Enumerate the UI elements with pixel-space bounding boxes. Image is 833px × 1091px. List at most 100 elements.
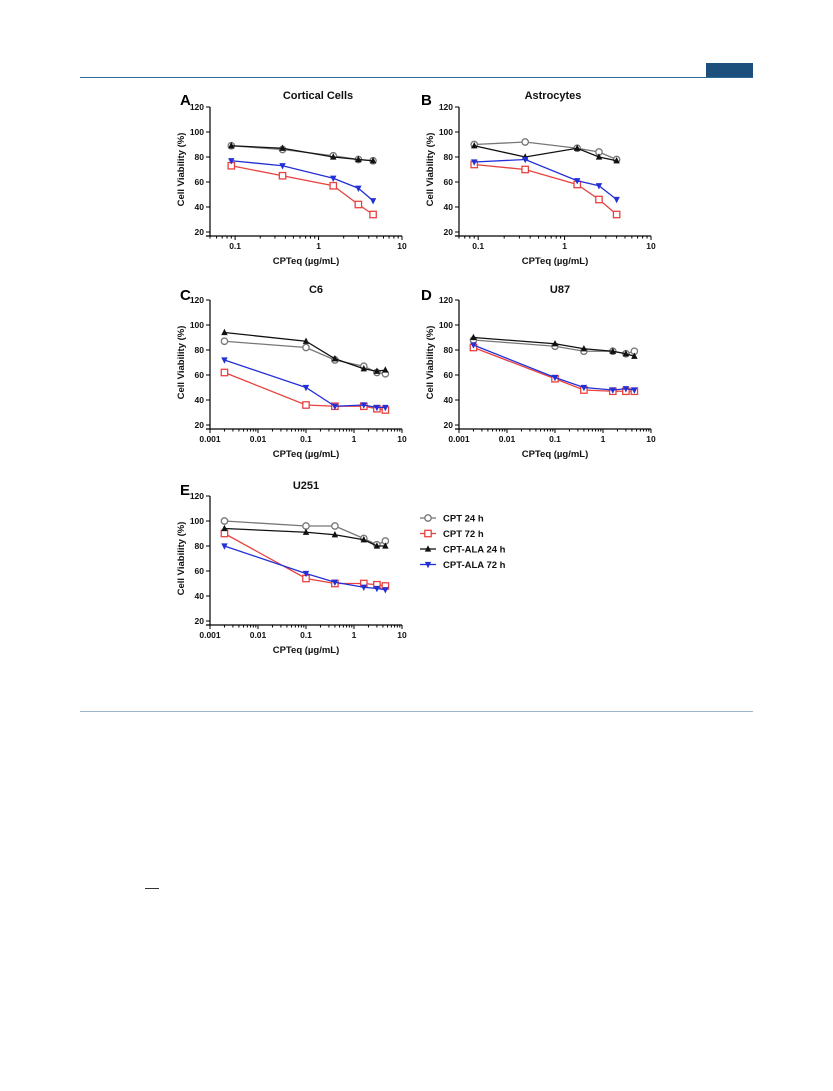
data-point — [521, 165, 530, 174]
y-tick-label: 120 — [439, 102, 453, 112]
series-line — [231, 160, 374, 202]
legend: CPT 24 h CPT 72 h CPT-ALA 24 h CPT-ALA 72 h — [420, 514, 506, 571]
data-point — [302, 384, 310, 392]
y-tick-label: 40 — [195, 395, 205, 405]
chart-panel-e: E U251 20 40 60 80 100 120 0.001 0.01 0.1 1 10 CPTeq … — [176, 480, 407, 656]
y-axis-label: Cell Viability (%) — [176, 133, 187, 207]
data-point — [612, 210, 621, 219]
series-line — [474, 145, 617, 162]
data-point — [302, 570, 310, 578]
y-tick-label: 60 — [195, 566, 205, 576]
data-point — [373, 367, 381, 374]
data-point — [228, 158, 235, 165]
y-axis-label: Cell Viability (%) — [176, 326, 187, 400]
y-tick-label: 60 — [195, 370, 205, 380]
data-point — [595, 195, 603, 204]
series-cpt-ala-72-h — [221, 357, 389, 412]
x-axis-label: CPTeq (µg/mL) — [522, 449, 589, 460]
x-tick-label: 0.001 — [199, 434, 221, 444]
legend-marker — [424, 545, 432, 552]
x-tick-label: 1 — [601, 434, 606, 444]
panel-letter: A — [180, 92, 191, 109]
data-point — [369, 210, 377, 219]
x-tick-label: 0.001 — [199, 630, 221, 640]
data-point — [302, 337, 310, 344]
series-line — [231, 165, 374, 216]
data-point — [595, 153, 603, 160]
y-tick-label: 120 — [439, 295, 453, 305]
series-cpt-24-h — [227, 141, 377, 165]
footnote-mark — [145, 888, 159, 889]
x-axis-label: CPTeq (µg/mL) — [522, 256, 589, 267]
y-tick-label: 80 — [195, 152, 205, 162]
data-point — [360, 584, 367, 592]
data-point — [471, 159, 478, 166]
y-tick-label: 40 — [444, 395, 454, 405]
data-point — [331, 522, 339, 530]
data-point — [228, 141, 235, 149]
series-line — [231, 145, 374, 162]
y-tick-label: 100 — [190, 320, 204, 330]
x-tick-label: 10 — [397, 241, 407, 251]
data-point — [382, 366, 389, 373]
data-point — [622, 349, 630, 357]
data-point — [221, 328, 228, 336]
y-tick-label: 60 — [444, 177, 454, 187]
data-point — [382, 587, 389, 594]
data-point — [551, 374, 559, 382]
series-cpt-72-h — [470, 160, 621, 219]
data-point — [609, 387, 616, 394]
data-point — [220, 337, 229, 346]
y-tick-label: 120 — [190, 102, 204, 112]
y-tick-label: 40 — [444, 202, 454, 212]
data-point — [331, 579, 339, 587]
y-tick-label: 80 — [195, 345, 205, 355]
data-point — [574, 144, 581, 151]
data-point — [221, 357, 228, 364]
chart-panel-a: A Cortical Cells 20 40 60 80 100 120 0.1 1 10 CPTeq… — [176, 90, 407, 267]
footer-rule — [80, 711, 753, 712]
data-point — [329, 181, 338, 190]
x-tick-label: 1 — [562, 241, 567, 251]
data-point — [221, 543, 228, 550]
panel-title: U251 — [293, 480, 319, 492]
panel-title: Astrocytes — [525, 90, 582, 102]
data-point — [580, 344, 588, 352]
panel-letter: D — [421, 287, 432, 304]
x-tick-label: 0.1 — [300, 434, 312, 444]
legend-label: CPT-ALA 72 h — [443, 560, 506, 571]
panel-letter: E — [180, 482, 190, 499]
y-tick-label: 100 — [439, 320, 453, 330]
data-point — [609, 347, 616, 354]
y-tick-label: 120 — [190, 491, 204, 501]
x-tick-label: 0.001 — [448, 434, 470, 444]
x-tick-label: 0.1 — [472, 241, 484, 251]
x-tick-label: 0.01 — [499, 434, 516, 444]
y-tick-label: 20 — [444, 420, 454, 430]
y-tick-label: 80 — [444, 345, 454, 355]
data-point — [360, 364, 367, 372]
data-point — [331, 403, 339, 411]
data-point — [470, 342, 477, 349]
panel-letter: C — [180, 287, 191, 304]
panel-title: U87 — [550, 284, 570, 296]
chart-panel-b: B Astrocytes 20 40 60 80 100 120 0.1 1 10 CPTeq (µg… — [421, 90, 656, 267]
data-point — [302, 401, 310, 409]
data-point — [613, 196, 620, 204]
y-tick-label: 80 — [195, 541, 205, 551]
data-point — [302, 528, 310, 535]
series-cpt-ala-24-h — [221, 328, 389, 374]
data-point — [331, 530, 339, 538]
y-tick-label: 120 — [190, 295, 204, 305]
x-tick-label: 10 — [397, 434, 407, 444]
y-tick-label: 20 — [195, 420, 205, 430]
y-tick-label: 40 — [195, 202, 205, 212]
data-point — [373, 404, 381, 412]
series-cpt-ala-24-h — [221, 524, 389, 549]
y-tick-label: 60 — [444, 370, 454, 380]
x-tick-label: 0.1 — [229, 241, 241, 251]
data-point — [470, 333, 477, 341]
data-point — [373, 585, 381, 593]
data-point — [279, 163, 286, 170]
data-point — [631, 387, 638, 394]
